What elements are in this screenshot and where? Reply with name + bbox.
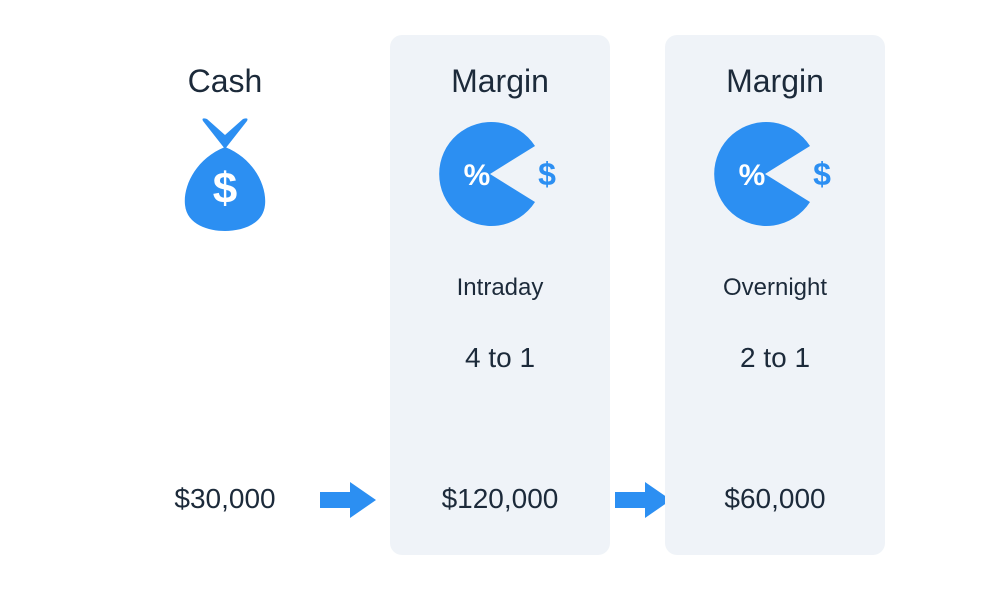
margin-overnight-amount: $60,000 (665, 483, 885, 515)
margin-intraday-amount: $120,000 (390, 483, 610, 515)
infographic-stage: Cash $ $30,000 Margin % (0, 0, 1000, 589)
svg-text:%: % (739, 159, 766, 192)
cash-column: Cash $ $30,000 (115, 35, 335, 555)
svg-text:$: $ (213, 164, 237, 213)
margin-overnight-ratio: 2 to 1 (665, 342, 885, 374)
pacman-dollar-icon: % $ (390, 114, 610, 234)
money-bag-icon: $ (115, 114, 335, 234)
margin-intraday-subtype: Intraday (390, 274, 610, 302)
svg-text:$: $ (813, 156, 831, 192)
pacman-dollar-icon: % $ (665, 114, 885, 234)
margin-intraday-column: Margin % $ Intraday 4 to 1 $120,000 (390, 35, 610, 555)
svg-text:%: % (464, 159, 491, 192)
arrow-icon (615, 480, 671, 520)
svg-text:$: $ (538, 156, 556, 192)
margin-intraday-ratio: 4 to 1 (390, 342, 610, 374)
cash-amount: $30,000 (115, 483, 335, 515)
margin-overnight-title: Margin (665, 35, 885, 100)
margin-intraday-title: Margin (390, 35, 610, 100)
margin-overnight-column: Margin % $ Overnight 2 to 1 $60,000 (665, 35, 885, 555)
margin-overnight-subtype: Overnight (665, 274, 885, 302)
arrow-icon (320, 480, 376, 520)
cash-title: Cash (115, 35, 335, 100)
